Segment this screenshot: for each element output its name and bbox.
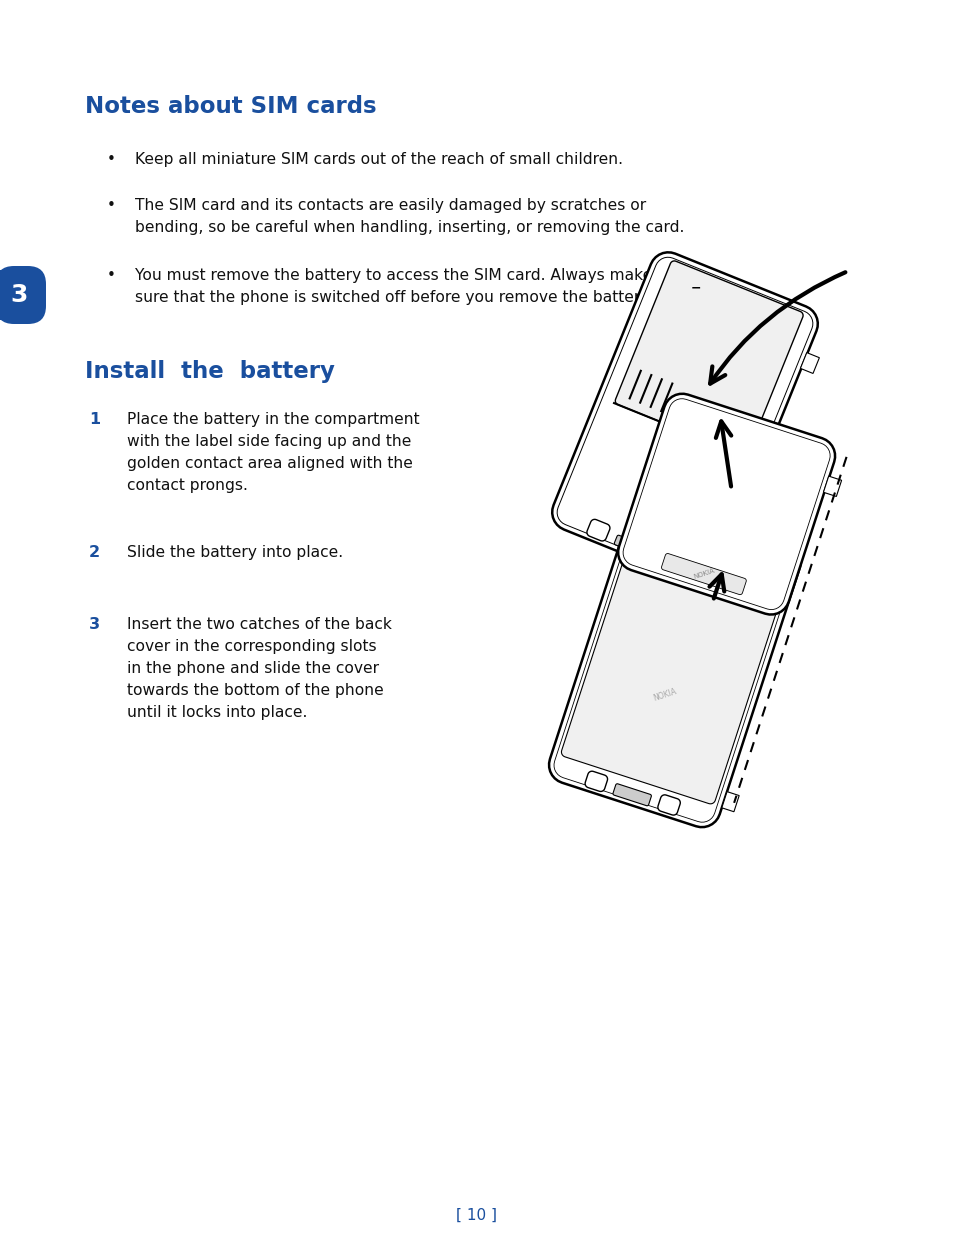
Text: •: • — [107, 268, 115, 283]
Text: sure that the phone is switched off before you remove the battery.: sure that the phone is switched off befo… — [135, 290, 651, 305]
Polygon shape — [615, 261, 802, 456]
Polygon shape — [800, 353, 819, 373]
Text: 3: 3 — [10, 283, 28, 307]
Polygon shape — [822, 475, 841, 497]
Text: −: − — [690, 281, 700, 295]
Polygon shape — [561, 505, 793, 804]
Polygon shape — [635, 512, 674, 552]
Polygon shape — [557, 257, 812, 579]
Polygon shape — [660, 554, 745, 594]
Text: Notes about SIM cards: Notes about SIM cards — [85, 95, 376, 119]
Text: •: • — [107, 152, 115, 167]
Polygon shape — [658, 548, 680, 569]
Text: with the label side facing up and the: with the label side facing up and the — [127, 434, 411, 449]
Polygon shape — [721, 791, 739, 811]
Polygon shape — [761, 563, 777, 578]
Text: towards the bottom of the phone: towards the bottom of the phone — [127, 683, 383, 698]
Text: Insert the two catches of the back: Insert the two catches of the back — [127, 617, 392, 631]
Text: 1: 1 — [89, 412, 100, 427]
Text: NOKIA: NOKIA — [692, 568, 715, 580]
Polygon shape — [586, 519, 609, 540]
Text: Keep all miniature SIM cards out of the reach of small children.: Keep all miniature SIM cards out of the … — [135, 152, 622, 167]
Text: Install  the  battery: Install the battery — [85, 359, 335, 383]
Polygon shape — [622, 399, 829, 609]
Bar — [0, 270, 17, 319]
Text: Slide the battery into place.: Slide the battery into place. — [127, 545, 343, 560]
Text: Place the battery in the compartment: Place the battery in the compartment — [127, 412, 419, 427]
Polygon shape — [554, 504, 795, 822]
Text: in the phone and slide the cover: in the phone and slide the cover — [127, 661, 378, 676]
Text: You must remove the battery to access the SIM card. Always make: You must remove the battery to access th… — [135, 268, 652, 283]
Text: cover in the corresponding slots: cover in the corresponding slots — [127, 639, 376, 654]
Text: golden contact area aligned with the: golden contact area aligned with the — [127, 456, 413, 470]
Polygon shape — [658, 795, 679, 815]
Polygon shape — [584, 771, 607, 791]
Polygon shape — [549, 499, 801, 827]
Text: until it locks into place.: until it locks into place. — [127, 705, 307, 720]
Text: bending, so be careful when handling, inserting, or removing the card.: bending, so be careful when handling, in… — [135, 220, 683, 235]
Text: •: • — [107, 198, 115, 213]
Polygon shape — [618, 394, 834, 614]
FancyBboxPatch shape — [0, 266, 46, 324]
Text: NOKIA: NOKIA — [663, 452, 689, 469]
Polygon shape — [552, 252, 817, 584]
Text: The SIM card and its contacts are easily damaged by scratches or: The SIM card and its contacts are easily… — [135, 198, 645, 213]
Text: NOKIA: NOKIA — [651, 688, 677, 704]
Polygon shape — [613, 784, 651, 806]
Text: 3: 3 — [89, 617, 100, 631]
Text: contact prongs.: contact prongs. — [127, 478, 248, 493]
Polygon shape — [614, 535, 651, 558]
Text: 2: 2 — [89, 545, 100, 560]
Text: +: + — [703, 408, 714, 421]
Polygon shape — [746, 548, 792, 594]
Text: [ 10 ]: [ 10 ] — [456, 1208, 497, 1223]
